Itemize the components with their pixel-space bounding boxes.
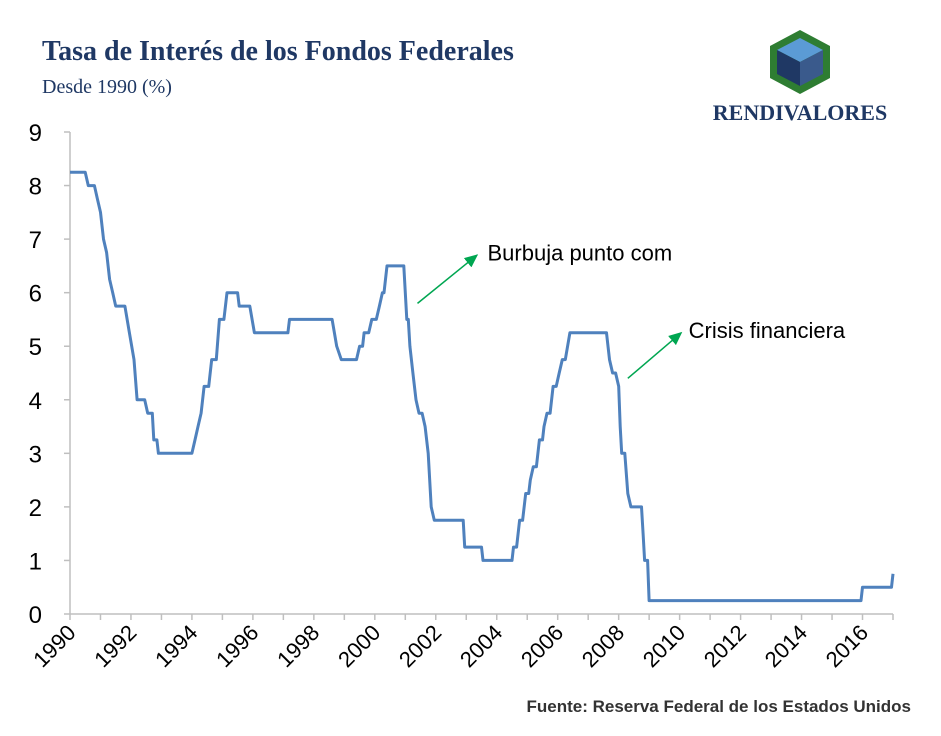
y-tick-label: 7 — [29, 227, 42, 254]
x-tick-label: 2000 — [333, 620, 385, 672]
y-tick-labels: 0 1 2 3 4 5 6 7 8 9 — [29, 120, 42, 629]
chart-axes — [64, 131, 894, 620]
x-tick-label: 2008 — [577, 620, 629, 672]
x-tick-label: 2010 — [638, 620, 690, 672]
annotation-arrow-icon — [627, 331, 683, 379]
brand-logo: RENDIVALORES — [713, 30, 887, 125]
x-tick-label: 2004 — [455, 620, 507, 672]
cube-logo-icon — [770, 30, 830, 94]
x-tick-label: 1996 — [211, 620, 263, 672]
x-tick-labels: 1990 1992 1994 1996 1998 2000 2002 2004 2006 2008… — [28, 620, 873, 672]
y-tick-label: 3 — [29, 441, 42, 468]
y-tick-label: 6 — [29, 281, 42, 308]
annotation-arrow-icon — [417, 254, 479, 304]
x-tick-label: 1994 — [150, 620, 202, 672]
y-tick-label: 5 — [29, 334, 42, 361]
x-tick-label: 1992 — [89, 620, 141, 672]
annotations: Burbuja punto com Crisis financiera — [417, 241, 846, 379]
y-tick-label: 0 — [29, 602, 42, 629]
x-tick-label: 2002 — [394, 620, 446, 672]
x-tick-label: 2012 — [699, 620, 751, 672]
brand-name: RENDIVALORES — [713, 100, 887, 125]
source-note: Fuente: Reserva Federal de los Estados U… — [526, 697, 911, 716]
y-tick-label: 1 — [29, 548, 42, 575]
y-tick-label: 9 — [29, 120, 42, 147]
annotation-label: Burbuja punto com — [488, 241, 673, 266]
x-tick-label: 2006 — [516, 620, 568, 672]
chart-title: Tasa de Interés de los Fondos Federales — [42, 36, 514, 67]
x-tick-label: 1998 — [272, 620, 324, 672]
series-line — [70, 170, 895, 603]
x-tick-label: 2014 — [760, 620, 812, 672]
y-tick-label: 4 — [29, 388, 42, 415]
y-tick-label: 8 — [29, 174, 42, 201]
annotation-label: Crisis financiera — [689, 318, 846, 343]
x-tick-label: 2016 — [821, 620, 873, 672]
chart-subtitle: Desde 1990 (%) — [42, 76, 172, 98]
y-tick-label: 2 — [29, 495, 42, 522]
